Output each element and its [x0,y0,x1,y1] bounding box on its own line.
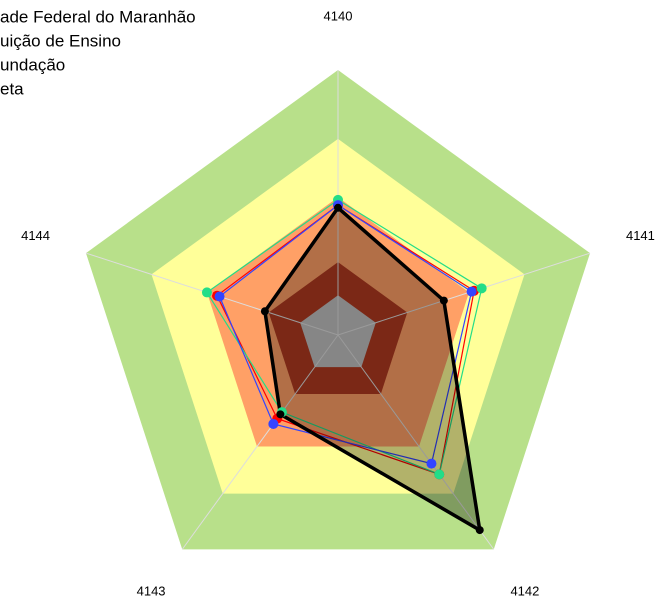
point [476,283,487,294]
legend-entry: eta [0,79,24,98]
series-line [218,204,473,465]
axis-line [337,252,591,336]
legend-entry: uição de Ensino [0,31,121,50]
point [466,286,477,297]
point [214,291,225,302]
point [201,287,212,298]
point [334,203,342,212]
point [276,410,285,419]
axis-label: 4140 [324,8,353,23]
legend-entry: ade Federal do Maranhão [0,7,196,26]
series-line [206,199,483,476]
axis-line [85,252,339,336]
point [268,418,279,429]
axis-label: 4142 [510,584,539,599]
point [260,307,269,316]
axis-line [337,334,495,550]
series-line [216,204,475,476]
series-line [263,205,483,534]
axis-label: 4144 [21,228,50,243]
legend-entry: undação [0,55,65,74]
point [439,296,448,305]
axis-label: 4143 [137,584,166,599]
axis-label: 4141 [626,228,655,243]
point [426,458,437,469]
point [475,526,484,535]
axis-line [181,334,339,550]
point [434,469,445,480]
